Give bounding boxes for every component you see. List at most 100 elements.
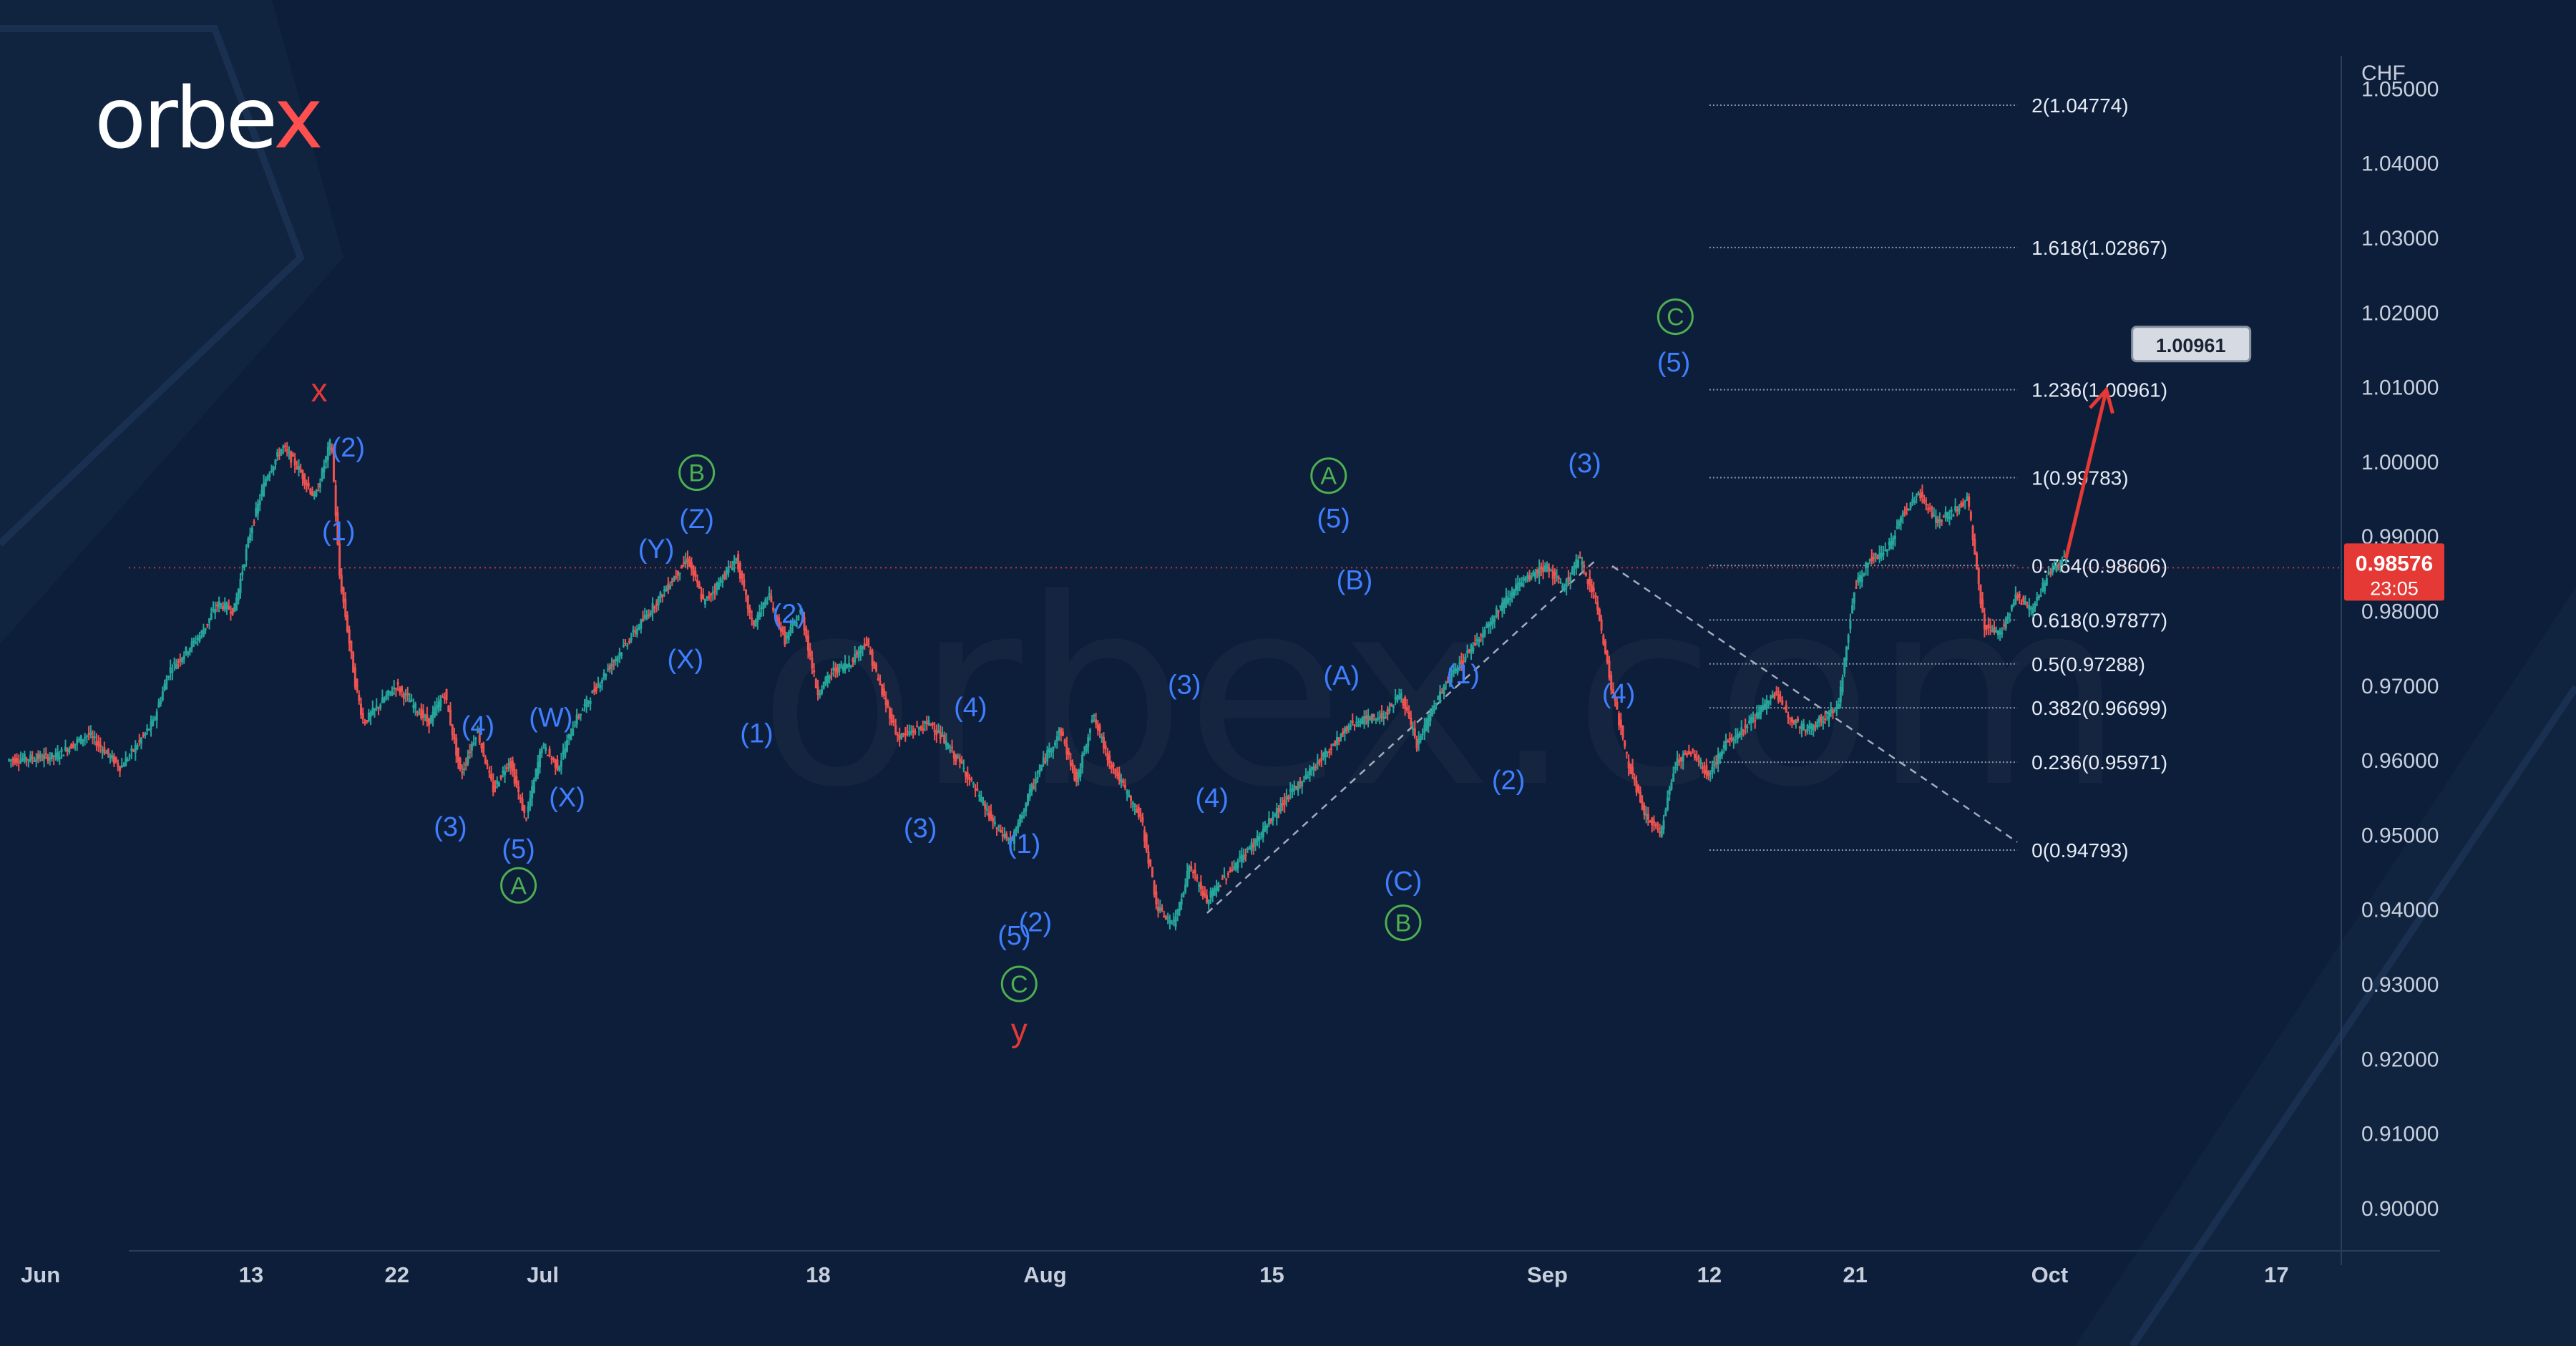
candle-body bbox=[496, 780, 499, 785]
candle-body bbox=[340, 575, 343, 592]
candle-body bbox=[488, 771, 491, 773]
candle-body bbox=[1314, 766, 1317, 769]
candle-body bbox=[1508, 598, 1511, 600]
wave-label-circle bbox=[1657, 298, 1694, 336]
candle-body bbox=[497, 782, 500, 787]
candle-body bbox=[375, 706, 378, 708]
candle-body bbox=[1825, 712, 1828, 714]
candle-body bbox=[1974, 539, 1976, 555]
candle-body bbox=[470, 743, 473, 751]
candle-body bbox=[1909, 502, 1912, 508]
fib-level-label: 1.618(1.02867) bbox=[2031, 237, 2167, 259]
candle-body bbox=[855, 651, 858, 655]
candle-body bbox=[1499, 605, 1502, 608]
candle-body bbox=[1674, 766, 1677, 769]
y-tick-label: 0.90000 bbox=[2361, 1197, 2439, 1221]
y-tick-label: 0.92000 bbox=[2361, 1048, 2439, 1071]
candle-body bbox=[824, 677, 827, 684]
candle-body bbox=[1104, 745, 1107, 749]
candle-body bbox=[635, 628, 638, 635]
candle-body bbox=[346, 615, 348, 632]
candle-body bbox=[1312, 766, 1315, 771]
candle-body bbox=[1231, 869, 1234, 871]
candle-body bbox=[317, 489, 320, 492]
candle-body bbox=[927, 720, 930, 725]
candle-body bbox=[418, 713, 421, 716]
candle-body bbox=[264, 479, 267, 486]
candle-body bbox=[605, 674, 608, 676]
candle-body bbox=[768, 592, 771, 598]
candle-body bbox=[1198, 884, 1201, 887]
candle-body bbox=[1742, 730, 1745, 732]
candle-body bbox=[846, 664, 849, 668]
candle-body bbox=[101, 749, 104, 751]
candle-body bbox=[1843, 658, 1846, 674]
candle-body bbox=[1050, 750, 1053, 753]
candle-body bbox=[1694, 754, 1697, 759]
candle-body bbox=[117, 763, 119, 767]
candle-body bbox=[1664, 810, 1667, 816]
candle-body bbox=[1921, 492, 1923, 497]
candle-body bbox=[1324, 749, 1327, 758]
candle-body bbox=[1491, 615, 1494, 625]
candle-body bbox=[1365, 716, 1367, 719]
candle-body bbox=[1760, 706, 1762, 715]
candle-body bbox=[1762, 705, 1765, 710]
y-tick-label: 1.05000 bbox=[2361, 77, 2439, 101]
candle-body bbox=[1079, 768, 1082, 777]
candle-body bbox=[879, 681, 882, 686]
candle-body bbox=[1234, 863, 1237, 870]
candle-body bbox=[1415, 738, 1418, 749]
candle-body bbox=[567, 733, 570, 738]
candle-body bbox=[1256, 835, 1259, 842]
candle-body bbox=[298, 466, 301, 470]
candle-body bbox=[542, 743, 545, 747]
candle-body bbox=[1025, 803, 1028, 811]
candle-body bbox=[150, 721, 152, 729]
candle-body bbox=[550, 758, 553, 760]
candle-body bbox=[1744, 724, 1747, 728]
candle-body bbox=[1598, 609, 1601, 620]
candle-body bbox=[214, 609, 217, 614]
candle-body bbox=[1443, 686, 1445, 695]
candle-body bbox=[1149, 859, 1152, 867]
candle-body bbox=[698, 582, 701, 589]
candle-body bbox=[286, 449, 288, 452]
candle-body bbox=[293, 458, 296, 466]
candle-body bbox=[848, 663, 851, 667]
candle-body bbox=[352, 652, 355, 673]
candle-body bbox=[21, 758, 24, 760]
candle-body bbox=[1575, 559, 1578, 568]
candle-body bbox=[93, 736, 96, 738]
candle-body bbox=[1812, 726, 1815, 731]
candle-body bbox=[1822, 721, 1825, 723]
candle-body bbox=[955, 754, 957, 762]
candle-body bbox=[1820, 716, 1823, 721]
candle-body bbox=[731, 567, 733, 570]
candle-body bbox=[1670, 782, 1673, 790]
candle-body bbox=[393, 688, 396, 690]
candle-body bbox=[441, 696, 444, 698]
candle-body bbox=[917, 727, 920, 730]
candle-body bbox=[945, 740, 947, 746]
candle-body bbox=[1413, 728, 1416, 737]
candle-body bbox=[64, 746, 67, 751]
candle-body bbox=[1169, 920, 1171, 923]
wave-label: (3) bbox=[1568, 449, 1601, 479]
candle-body bbox=[1390, 703, 1393, 707]
candle-body bbox=[960, 761, 963, 764]
wave-label: (C) bbox=[1385, 867, 1423, 897]
candle-body bbox=[1061, 731, 1064, 736]
candle-body bbox=[1618, 713, 1621, 726]
candle-body bbox=[684, 560, 687, 565]
candle-body bbox=[1285, 796, 1288, 800]
candle-body bbox=[1033, 786, 1035, 789]
candle-body bbox=[1293, 784, 1296, 791]
candle-body bbox=[1287, 796, 1290, 800]
candle-body bbox=[1446, 681, 1449, 683]
candle-body bbox=[449, 709, 452, 725]
target-price-label: 1.00961 bbox=[2156, 335, 2226, 356]
candle-body bbox=[1027, 794, 1030, 805]
candle-body bbox=[1893, 535, 1896, 540]
